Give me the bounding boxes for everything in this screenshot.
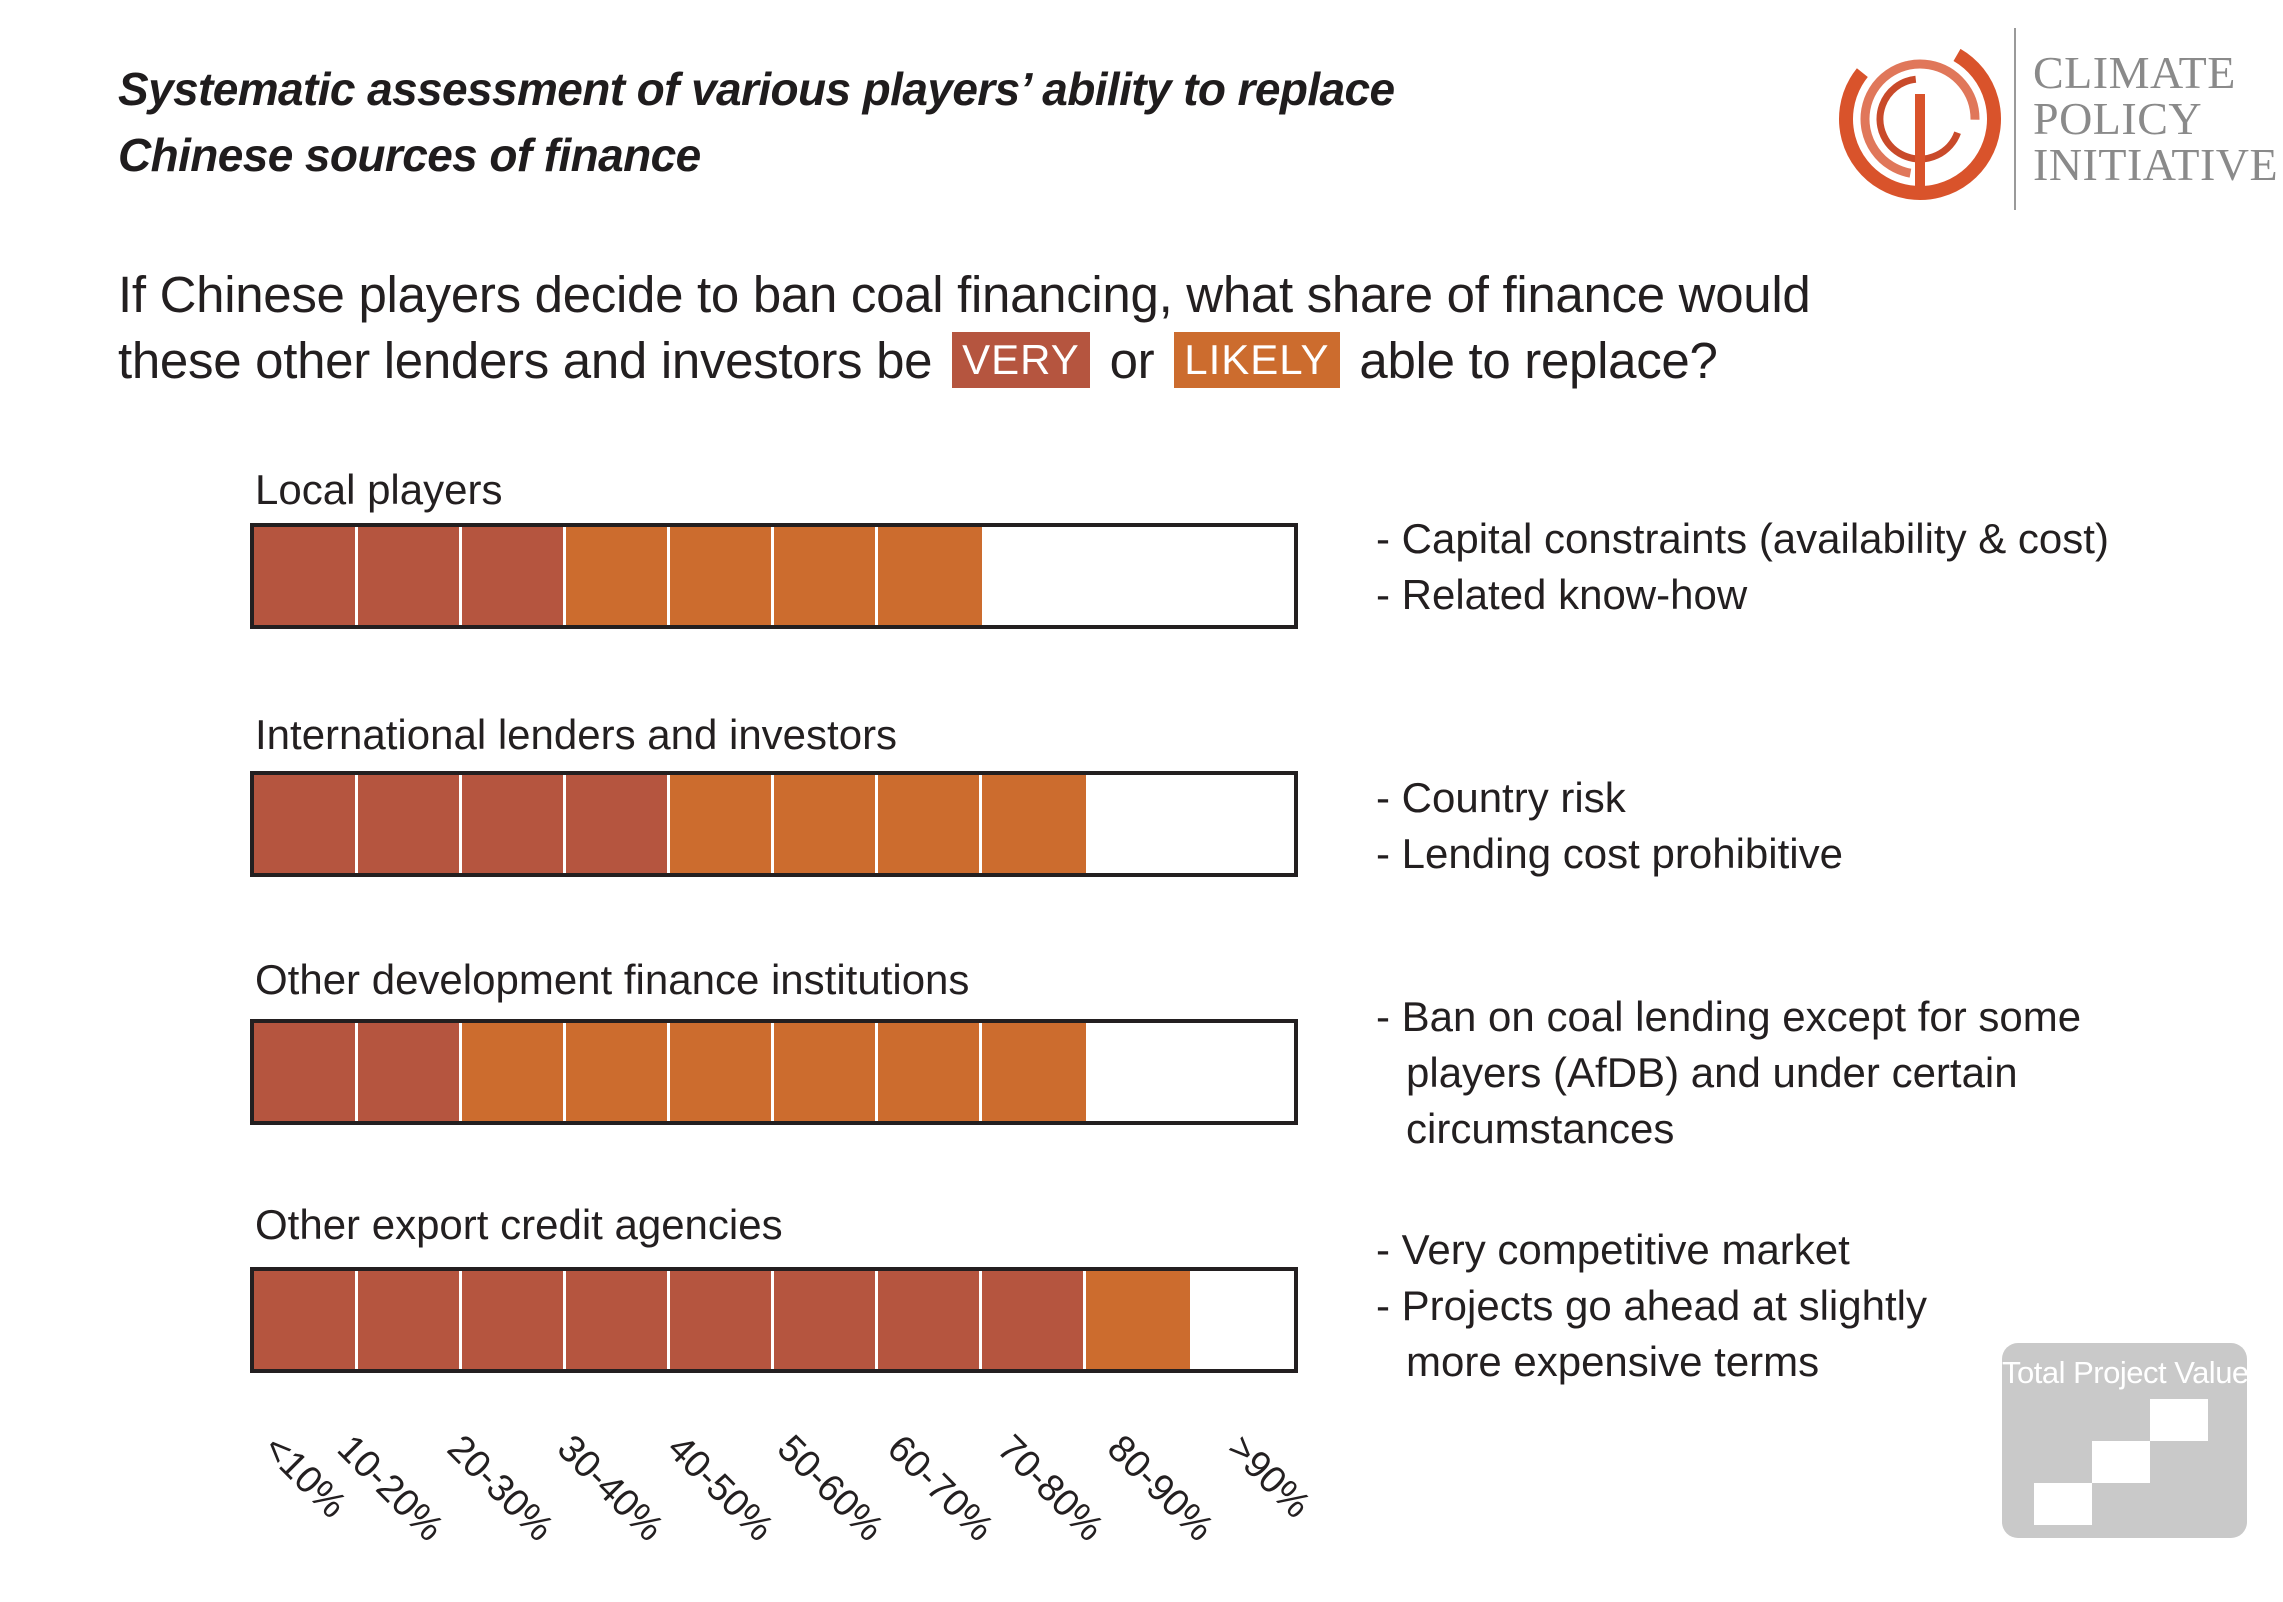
question: If Chinese players decide to ban coal fi… <box>118 262 1918 394</box>
bar-segment-empty <box>1190 1271 1294 1369</box>
bar-segment-very <box>254 1271 358 1369</box>
bar-segment-likely <box>566 1023 670 1121</box>
bar-segment-very <box>566 775 670 873</box>
bar-segment-likely <box>670 775 774 873</box>
bar-segment-very <box>462 527 566 625</box>
total-project-value-badge: Total Project Value <box>2002 1343 2249 1538</box>
very-legend-tag: VERY <box>952 332 1090 388</box>
category-label: 30-40% <box>549 1427 672 1550</box>
row-label: Other development finance institutions <box>255 956 970 1003</box>
note-line: - Country risk <box>1376 774 1626 821</box>
badge-square-icon <box>2034 1483 2092 1525</box>
bar-segment-likely <box>982 775 1086 873</box>
category-label: 40-50% <box>659 1427 782 1550</box>
category-label: 70-80% <box>989 1427 1112 1550</box>
bar-segment-very <box>462 775 566 873</box>
bar-segment-likely <box>462 1023 566 1121</box>
category-label: 60-70% <box>879 1427 1002 1550</box>
bar-segment-likely <box>1086 1271 1190 1369</box>
title-line-1: Systematic assessment of various players… <box>118 63 1395 115</box>
segmented-bar <box>250 1019 1298 1125</box>
badge-square-icon <box>2150 1399 2208 1441</box>
bar-segment-likely <box>670 1023 774 1121</box>
note-line: - Ban on coal lending except for some <box>1376 993 2082 1040</box>
segmented-bar <box>250 771 1298 877</box>
category-label: 80-90% <box>1099 1427 1222 1550</box>
bar-segment-likely <box>670 527 774 625</box>
note-line: - Very competitive market <box>1376 1226 1850 1273</box>
row-label: International lenders and investors <box>255 711 898 758</box>
climate-policy-initiative-logo: CLIMATE POLICY INITIATIVE <box>1828 28 2278 218</box>
note-line: - Lending cost prohibitive <box>1376 830 1843 877</box>
title-line-2: Chinese sources of finance <box>118 129 701 181</box>
question-text-after: able to replace? <box>1359 332 1718 389</box>
logo-ring-icon <box>1839 38 2001 200</box>
row-label: Local players <box>255 466 503 513</box>
bar-segment-empty <box>1190 775 1294 873</box>
logo-text-line: CLIMATE <box>2033 47 2236 98</box>
bar-segment-very <box>462 1271 566 1369</box>
note-line: more expensive terms <box>1406 1338 1820 1385</box>
category-label: 20-30% <box>439 1427 562 1550</box>
bar-segment-very <box>358 1023 462 1121</box>
row-label: Other export credit agencies <box>255 1201 783 1248</box>
category-label: <10% <box>255 1427 355 1527</box>
question-line-2: these other lenders and investors be VER… <box>118 328 1918 394</box>
row-notes: - Country risk - Lending cost prohibitiv… <box>1376 770 1843 882</box>
badge-square-icon <box>2092 1441 2150 1483</box>
bar-segment-likely <box>774 775 878 873</box>
bar-segment-likely <box>774 1023 878 1121</box>
bar-segment-likely <box>774 527 878 625</box>
row-notes: - Ban on coal lending except for some pl… <box>1376 989 2081 1157</box>
bar-segment-likely <box>878 775 982 873</box>
bar-segment-very <box>774 1271 878 1369</box>
segmented-bar <box>250 1267 1298 1373</box>
total-project-value-label: Total Project Value <box>2002 1355 2249 1390</box>
bar-segment-very <box>254 527 358 625</box>
logo-text-line: POLICY <box>2033 93 2203 144</box>
bar-segment-likely <box>878 527 982 625</box>
bar-segment-very <box>254 1023 358 1121</box>
bar-segment-very <box>878 1271 982 1369</box>
bar-segment-empty <box>1086 1023 1190 1121</box>
logo-text: CLIMATE POLICY INITIATIVE <box>2033 50 2278 188</box>
row-notes: - Very competitive market - Projects go … <box>1376 1222 1927 1390</box>
segmented-bar <box>250 523 1298 629</box>
bar-segment-very <box>358 1271 462 1369</box>
bar-segment-likely <box>878 1023 982 1121</box>
category-label: 10-20% <box>329 1427 452 1550</box>
question-or-text: or <box>1109 332 1155 389</box>
note-line: players (AfDB) and under certain <box>1406 1049 2018 1096</box>
likely-legend-tag: LIKELY <box>1174 332 1340 388</box>
bar-segment-very <box>566 1271 670 1369</box>
bar-segment-empty <box>982 527 1086 625</box>
row-notes: - Capital constraints (availability & co… <box>1376 511 2109 623</box>
note-line: circumstances <box>1406 1105 1675 1152</box>
question-line-1: If Chinese players decide to ban coal fi… <box>118 266 1811 323</box>
bar-segment-empty <box>1086 527 1190 625</box>
bar-segment-likely <box>566 527 670 625</box>
note-line: - Projects go ahead at slightly <box>1376 1282 1927 1329</box>
category-label: 50-60% <box>769 1427 892 1550</box>
note-line: - Related know-how <box>1376 571 1748 618</box>
note-line: - Capital constraints (availability & co… <box>1376 515 2109 562</box>
bar-segment-very <box>358 775 462 873</box>
category-label: >90% <box>1219 1427 1319 1527</box>
bar-segment-very <box>358 527 462 625</box>
logo-divider <box>2014 28 2016 210</box>
question-text-before: these other lenders and investors be <box>118 332 933 389</box>
bar-segment-very <box>982 1271 1086 1369</box>
page-title: Systematic assessment of various players… <box>118 56 1618 188</box>
logo-text-line: INITIATIVE <box>2033 139 2279 190</box>
bar-segment-likely <box>982 1023 1086 1121</box>
bar-segment-empty <box>1190 1023 1294 1121</box>
bar-segment-very <box>670 1271 774 1369</box>
bar-segment-empty <box>1190 527 1294 625</box>
bar-segment-empty <box>1086 775 1190 873</box>
bar-segment-very <box>254 775 358 873</box>
